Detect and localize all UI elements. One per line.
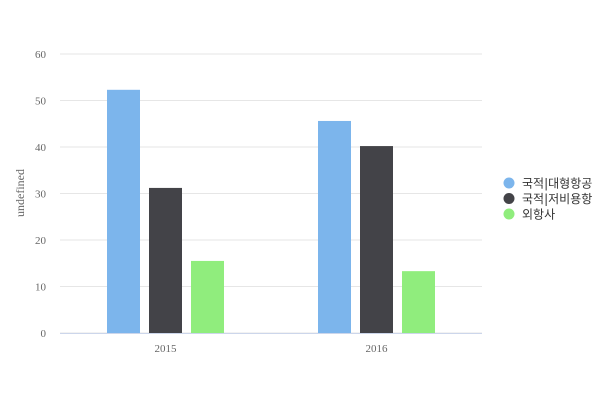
legend-label: 국적|대형항공 [522,177,592,191]
bar [149,187,182,333]
y-tick-label: 40 [35,142,47,154]
y-tick-label: 10 [35,282,47,294]
x-tick-label: 2016 [366,343,389,355]
x-tick-label: 2015 [155,343,178,355]
legend-marker [503,193,515,204]
y-tick-label: 0 [41,328,47,340]
legend-label: 외항사 [522,208,555,222]
bar [360,146,393,333]
y-tick-label: 20 [35,235,47,247]
bar [191,260,224,333]
y-axis-title: undefined [13,169,27,217]
bar [402,271,435,333]
legend-marker [503,208,515,220]
bar [318,120,351,334]
legend-marker [503,177,515,189]
y-tick-label: 60 [35,49,47,61]
bar [107,89,140,334]
y-tick-label: 50 [35,96,47,108]
y-tick-label: 30 [35,189,47,201]
legend-label: 국적|저비용항 [522,192,592,206]
